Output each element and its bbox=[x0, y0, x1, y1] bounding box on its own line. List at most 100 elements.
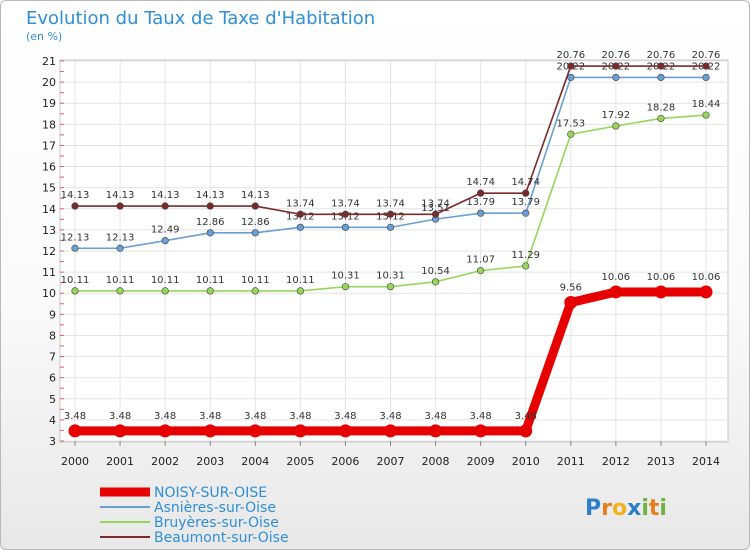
data-point bbox=[341, 223, 350, 231]
data-label: 12.86 bbox=[241, 217, 270, 228]
legend-label: NOISY-SUR-OISE bbox=[154, 485, 267, 501]
series-3: 10.11 10.11 10.11 10.11 10.11 10.11 10.31 10.31… bbox=[61, 99, 720, 295]
chart-title: Evolution du Taux de Taxe d'Habitation bbox=[26, 8, 375, 29]
data-point bbox=[612, 73, 620, 82]
data-label: 12.49 bbox=[151, 225, 180, 236]
data-point bbox=[296, 210, 304, 218]
y-tick-label: 5 bbox=[49, 393, 56, 406]
data-label: 3.48 bbox=[470, 411, 492, 422]
y-tick-label: 11 bbox=[42, 266, 56, 279]
data-point bbox=[158, 424, 172, 438]
y-tick-label: 18 bbox=[42, 118, 56, 131]
data-label: 14.13 bbox=[61, 190, 90, 201]
data-label: 11.29 bbox=[511, 250, 540, 261]
data-label: 20.76 bbox=[647, 50, 676, 61]
x-tick-label: 2011 bbox=[557, 455, 585, 468]
data-label: 14.74 bbox=[466, 177, 495, 188]
data-label: 3.48 bbox=[199, 411, 221, 422]
y-tick-label: 9 bbox=[49, 308, 56, 321]
data-point bbox=[477, 267, 485, 275]
data-label: 13.79 bbox=[511, 197, 540, 208]
data-point bbox=[702, 73, 710, 82]
data-label: 10.11 bbox=[106, 275, 135, 286]
data-point bbox=[251, 202, 259, 210]
data-point bbox=[386, 223, 395, 231]
axis-labels: 3 4 5 6 7 8 9 10 11 12 13 14 15 16 17 18 19 20 21 2000 2001 2… bbox=[42, 55, 720, 468]
data-label: 10.06 bbox=[647, 272, 676, 283]
data-point bbox=[522, 262, 530, 270]
data-label: 14.74 bbox=[511, 177, 540, 188]
y-tick-label: 16 bbox=[42, 161, 56, 174]
data-point bbox=[522, 209, 530, 217]
y-tick-label: 17 bbox=[42, 139, 56, 152]
legend-label: Asnières-sur-Oise bbox=[154, 500, 276, 516]
data-label: 3.48 bbox=[515, 411, 537, 422]
data-label: 12.86 bbox=[196, 217, 225, 228]
data-label: 12.13 bbox=[61, 232, 90, 243]
x-tick-label: 2005 bbox=[286, 455, 314, 468]
data-point bbox=[657, 114, 665, 123]
data-label: 10.06 bbox=[602, 272, 631, 283]
x-tick-label: 2001 bbox=[106, 455, 134, 468]
logo-letter: x bbox=[627, 496, 641, 521]
y-tick-label: 15 bbox=[42, 182, 56, 195]
data-point bbox=[161, 287, 169, 295]
data-label: 10.11 bbox=[61, 275, 90, 286]
legend-label: Beaumont-sur-Oise bbox=[154, 530, 289, 546]
data-point bbox=[296, 223, 304, 231]
x-tick-label: 2002 bbox=[151, 455, 179, 468]
data-label: 20.76 bbox=[602, 50, 631, 61]
data-label: 3.48 bbox=[289, 411, 311, 422]
data-point bbox=[657, 62, 665, 70]
data-point bbox=[567, 73, 575, 82]
data-point bbox=[116, 202, 124, 210]
data-label: 10.54 bbox=[421, 266, 450, 277]
data-point bbox=[206, 202, 214, 210]
data-label: 13.74 bbox=[376, 198, 405, 209]
y-tick-label: 10 bbox=[42, 287, 56, 300]
data-label: 3.48 bbox=[154, 411, 176, 422]
data-point bbox=[161, 237, 169, 245]
data-point bbox=[206, 229, 214, 237]
data-point bbox=[477, 189, 485, 197]
data-label: 10.11 bbox=[196, 275, 225, 286]
data-point bbox=[564, 296, 578, 310]
data-point bbox=[338, 424, 352, 438]
data-label: 10.31 bbox=[376, 271, 405, 282]
y-tick-label: 19 bbox=[42, 97, 56, 110]
data-label: 3.48 bbox=[64, 411, 86, 422]
series-4: 14.13 14.13 14.13 14.13 14.13 13.74 13.74 13.74… bbox=[61, 50, 720, 218]
data-point bbox=[657, 73, 665, 82]
y-tick-label: 12 bbox=[42, 245, 56, 258]
x-tick-label: 2014 bbox=[692, 455, 720, 468]
data-label: 3.48 bbox=[109, 411, 131, 422]
data-label: 13.74 bbox=[331, 198, 360, 209]
data-point bbox=[567, 62, 575, 70]
data-point bbox=[522, 189, 530, 197]
logo-letter: i bbox=[659, 496, 667, 521]
data-point bbox=[384, 424, 397, 438]
y-tick-label: 21 bbox=[42, 55, 56, 68]
data-point bbox=[431, 210, 440, 218]
logo-letter: o bbox=[612, 496, 627, 521]
data-point bbox=[113, 424, 127, 438]
x-tick-label: 2007 bbox=[377, 455, 405, 468]
data-label: 3.48 bbox=[424, 411, 446, 422]
logo-text: Proxiti bbox=[585, 496, 667, 521]
y-tick-label: 13 bbox=[42, 224, 56, 237]
x-tick-label: 2012 bbox=[602, 455, 630, 468]
data-label: 20.76 bbox=[556, 50, 585, 61]
data-label: 14.13 bbox=[196, 190, 225, 201]
data-point bbox=[609, 285, 623, 299]
data-point bbox=[203, 424, 217, 438]
data-label: 11.07 bbox=[466, 255, 495, 266]
data-point bbox=[71, 202, 79, 210]
data-point bbox=[386, 283, 395, 291]
y-tick-label: 3 bbox=[49, 435, 56, 448]
data-point bbox=[296, 287, 304, 295]
data-point bbox=[68, 424, 82, 438]
data-point bbox=[71, 244, 79, 252]
data-point bbox=[567, 130, 575, 138]
data-label: 9.56 bbox=[560, 283, 582, 294]
chart-subtitle: (en %) bbox=[26, 30, 62, 43]
